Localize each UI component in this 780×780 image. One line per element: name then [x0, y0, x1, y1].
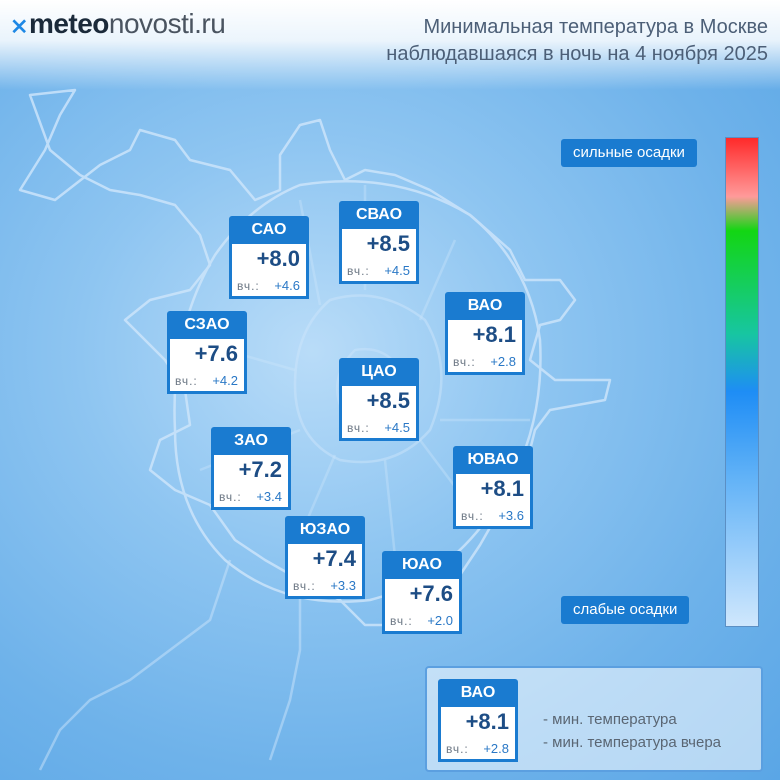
district-card-zao: ЗАО +7.2 вч.: +3.4	[211, 427, 291, 510]
yesterday-label: вч.:	[390, 614, 413, 628]
yesterday-label: вч.:	[461, 509, 484, 523]
scale-bottom-label: слабые осадки	[561, 596, 690, 624]
district-card-yuao: ЮАО +7.6 вч.: +2.0	[382, 551, 462, 634]
district-yesterday: +4.6	[274, 278, 300, 293]
district-name: СВАО	[339, 201, 419, 229]
legend-temp: +8.1	[465, 709, 509, 734]
district-temp: +8.5	[366, 388, 410, 413]
district-temp: +7.6	[409, 581, 453, 606]
district-temp: +7.6	[194, 341, 238, 366]
district-yesterday: +3.6	[498, 508, 524, 523]
yesterday-label: вч.:	[347, 421, 370, 435]
district-temp: +8.0	[256, 246, 300, 271]
district-yesterday: +2.8	[490, 354, 516, 369]
district-yesterday: +4.2	[212, 373, 238, 388]
district-name: ЦАО	[339, 358, 419, 386]
district-card-svao: СВАО +8.5 вч.: +4.5	[339, 201, 419, 284]
page-title: Минимальная температура в Москве наблюда…	[386, 14, 768, 68]
district-temp: +7.4	[312, 546, 356, 571]
district-card-vao: ВАО +8.1 вч.: +2.8	[445, 292, 525, 375]
district-temp: +8.1	[472, 322, 516, 347]
yesterday-label: вч.:	[219, 490, 242, 504]
site-logo: ⨯meteonovosti.ru	[10, 8, 226, 39]
legend-card: ВАО +8.1 вч.: +2.8	[438, 679, 518, 762]
yesterday-label: вч.:	[175, 374, 198, 388]
yesterday-label: вч.:	[453, 355, 476, 369]
district-card-sao: САО +8.0 вч.: +4.6	[229, 216, 309, 299]
header-fade	[0, 0, 780, 90]
district-name: ЮАО	[382, 551, 462, 579]
legend-yesterday-desc: - мин. температура вчера	[543, 734, 722, 751]
district-yesterday: +3.3	[330, 578, 356, 593]
district-yesterday: +4.5	[384, 420, 410, 435]
title-line-1: Минимальная температура в Москве	[423, 16, 768, 38]
title-line-2: наблюдавшаяся в ночь на 4 ноября 2025	[386, 43, 768, 65]
district-name: ЮВАО	[453, 446, 533, 474]
district-card-cao: ЦАО +8.5 вч.: +4.5	[339, 358, 419, 441]
district-name: ЗАО	[211, 427, 291, 455]
yesterday-label: вч.:	[293, 579, 316, 593]
legend-district-name: ВАО	[438, 679, 518, 707]
district-name: СЗАО	[167, 311, 247, 339]
scale-top-label: сильные осадки	[561, 139, 697, 167]
district-name: ЮЗАО	[285, 516, 365, 544]
precipitation-scale-bar	[725, 137, 759, 627]
yesterday-label: вч.:	[446, 742, 469, 756]
district-card-yuvao: ЮВАО +8.1 вч.: +3.6	[453, 446, 533, 529]
district-temp: +7.2	[238, 457, 282, 482]
district-yesterday: +2.0	[427, 613, 453, 628]
district-card-yuzao: ЮЗАО +7.4 вч.: +3.3	[285, 516, 365, 599]
district-card-szao: СЗАО +7.6 вч.: +4.2	[167, 311, 247, 394]
legend-yesterday: +2.8	[483, 741, 509, 756]
logo-mark-icon: ⨯	[10, 13, 28, 38]
district-name: ВАО	[445, 292, 525, 320]
district-temp: +8.5	[366, 231, 410, 256]
district-yesterday: +4.5	[384, 263, 410, 278]
district-yesterday: +3.4	[256, 489, 282, 504]
district-temp: +8.1	[480, 476, 524, 501]
yesterday-label: вч.:	[237, 279, 260, 293]
yesterday-label: вч.:	[347, 264, 370, 278]
district-name: САО	[229, 216, 309, 244]
legend-temp-desc: - мин. температура	[543, 711, 677, 728]
